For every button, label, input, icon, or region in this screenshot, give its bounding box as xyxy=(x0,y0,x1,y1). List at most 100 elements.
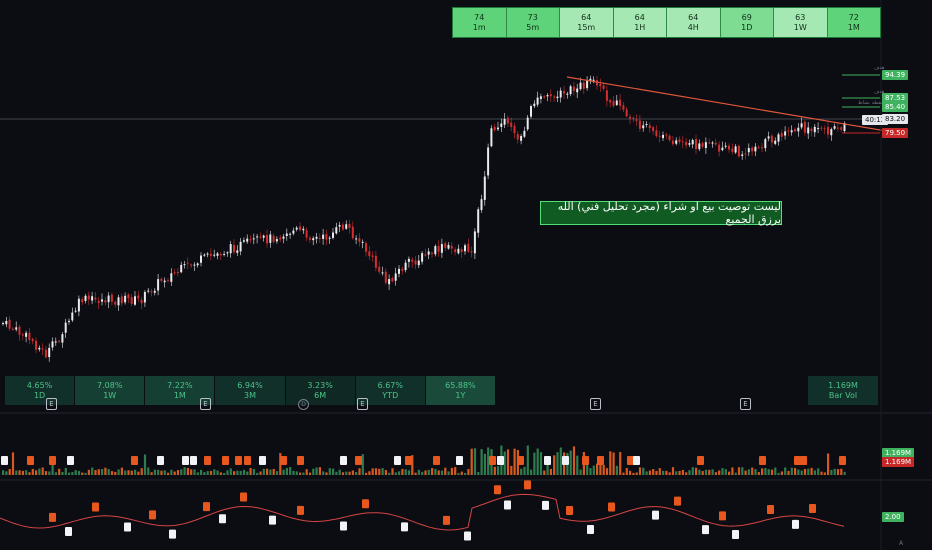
candle-body xyxy=(322,234,325,239)
candle-body xyxy=(530,106,532,117)
candle-body xyxy=(440,244,443,253)
volume-bar xyxy=(638,467,642,475)
volume-bar xyxy=(157,469,160,475)
candle-body xyxy=(688,143,691,145)
candle-body xyxy=(813,126,816,133)
volume-signal-marker xyxy=(27,456,34,465)
candle-body xyxy=(209,253,212,256)
candle-body xyxy=(61,334,64,343)
volume-bar xyxy=(272,468,275,475)
volume-bar xyxy=(38,468,41,475)
volume-signal-marker xyxy=(182,456,189,465)
volume-bar xyxy=(239,470,242,475)
perf-value: 4.65% xyxy=(26,380,53,390)
volume-bar xyxy=(421,471,424,475)
candle-body xyxy=(21,334,24,336)
rsi-timeframe: 1M xyxy=(847,22,860,32)
indicator-signal-marker xyxy=(732,529,739,539)
volume-bar xyxy=(219,472,222,475)
volume-bar xyxy=(645,471,648,475)
candle-body xyxy=(41,348,44,350)
candle-body xyxy=(434,246,437,255)
volume-bar xyxy=(345,471,348,475)
candle-body xyxy=(236,250,239,253)
rsi-multi-timeframe-table: 74 1m 73 5m 64 15m 64 1H 64 4H 69 1D 63 1W 72 1M xyxy=(452,7,881,38)
volume-bar xyxy=(698,469,701,475)
volume-bar xyxy=(193,469,196,475)
volume-bar xyxy=(642,467,645,475)
volume-bar xyxy=(417,469,420,475)
indicator-signal-marker xyxy=(49,512,56,522)
candle-body xyxy=(427,251,430,255)
price-label-target-2: 87.53 xyxy=(882,93,909,103)
bar-volume-box: 1.169M Bar Vol xyxy=(808,376,878,405)
countdown-label: 40:12 xyxy=(862,115,889,125)
perf-cell-3m: 6.94% 3M xyxy=(215,376,286,405)
candle-body xyxy=(741,154,744,156)
candle-body xyxy=(757,147,760,149)
volume-bar xyxy=(447,471,450,475)
rsi-value: 64 xyxy=(634,12,645,22)
volume-bar xyxy=(41,467,44,475)
rsi-value: 74 xyxy=(474,12,485,22)
indicator-signal-marker xyxy=(362,499,369,509)
indicator-signal-marker xyxy=(674,496,681,506)
earnings-marker[interactable]: E xyxy=(46,398,57,410)
volume-bar xyxy=(526,445,529,475)
indicator-signal-marker xyxy=(587,524,594,534)
candle-body xyxy=(173,272,176,274)
candle-body xyxy=(219,253,222,256)
volume-bar xyxy=(761,468,764,475)
volume-bar xyxy=(477,471,480,475)
earnings-marker[interactable]: E xyxy=(357,398,368,410)
volume-bar xyxy=(741,467,744,475)
earnings-marker[interactable]: E xyxy=(590,398,601,410)
indicator-signal-marker xyxy=(542,500,549,510)
candle-body xyxy=(704,142,707,148)
volume-bar xyxy=(107,469,110,475)
candle-body xyxy=(797,127,800,132)
volume-signal-marker xyxy=(1,456,8,465)
volume-bar xyxy=(704,469,708,475)
candle-body xyxy=(365,243,367,252)
earnings-marker[interactable]: E xyxy=(740,398,751,410)
volume-bar xyxy=(803,468,807,475)
volume-bar xyxy=(170,469,173,475)
volume-bar xyxy=(767,469,770,475)
volume-series xyxy=(2,445,846,475)
candle-body xyxy=(31,338,34,342)
candle-body xyxy=(665,134,668,136)
candle-body xyxy=(431,252,433,254)
trendline[interactable] xyxy=(566,76,887,132)
disclaimer-note[interactable]: ليست توصيت بيع او شراء (مجرد تحليل فني) … xyxy=(540,200,782,226)
volume-bar xyxy=(764,468,767,475)
volume-bar xyxy=(51,457,54,475)
volume-bar xyxy=(840,468,843,475)
dividend-marker[interactable]: D xyxy=(298,399,309,410)
volume-bar xyxy=(361,454,364,475)
price-label-current[interactable]: 83.20 xyxy=(882,114,909,124)
candle-body xyxy=(206,253,209,255)
candle-body xyxy=(134,296,136,305)
volume-bar xyxy=(200,469,203,475)
rsi-timeframe: 1H xyxy=(634,22,646,32)
volume-bar xyxy=(124,470,127,475)
candle-body xyxy=(163,280,166,283)
auto-scale-toggle[interactable]: A xyxy=(899,540,904,547)
earnings-marker[interactable]: E xyxy=(200,398,211,410)
candle-body xyxy=(54,341,57,343)
volume-bar xyxy=(374,468,378,475)
volume-bar xyxy=(137,471,140,475)
indicator-signal-marker xyxy=(203,502,210,512)
volume-bar xyxy=(734,472,737,475)
candle-body xyxy=(97,300,100,303)
rsi-timeframe: 1m xyxy=(472,22,486,32)
candle-body xyxy=(632,117,635,119)
candle-body xyxy=(91,296,94,301)
candle-body xyxy=(193,264,196,266)
candle-body xyxy=(51,341,54,348)
indicator-signal-marker xyxy=(443,515,450,525)
volume-bar xyxy=(411,455,414,475)
volume-signal-marker xyxy=(433,456,440,465)
